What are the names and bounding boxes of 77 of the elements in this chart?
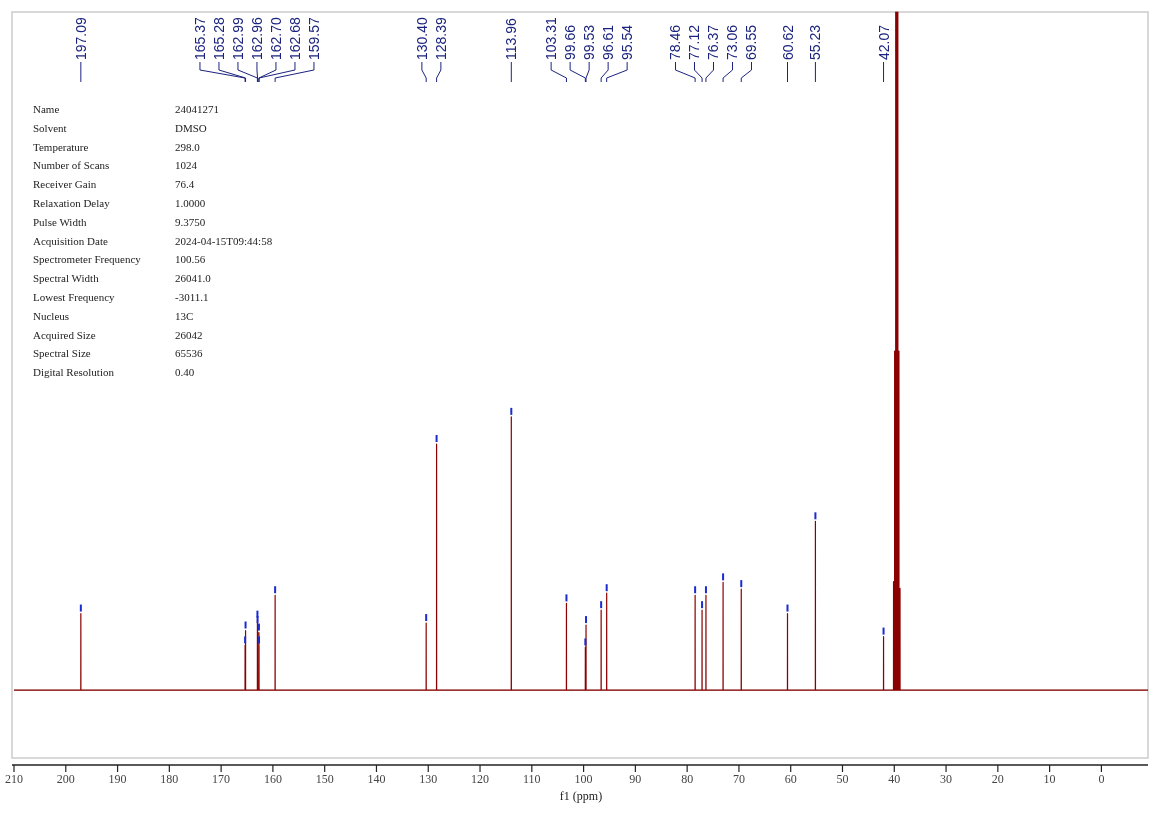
annotation: 1.0000 xyxy=(175,197,206,209)
annotation: 26041.0 xyxy=(175,272,212,285)
annotation: Spectrometer Frequency xyxy=(33,253,142,266)
annotation: 100.56 xyxy=(175,253,206,266)
x-tick-label: 0 xyxy=(1098,772,1105,786)
x-tick-label: 80 xyxy=(681,772,694,786)
annotation: 162.70 xyxy=(267,16,284,60)
x-tick-label: 190 xyxy=(108,772,127,786)
annotation: 162.96 xyxy=(248,16,265,60)
annotation: 2024-04-15T09:44:58 xyxy=(175,234,273,247)
annotation: 55.23 xyxy=(807,24,824,60)
x-tick-label: 180 xyxy=(160,772,179,786)
annotation: 26042 xyxy=(175,328,203,341)
annotation: 99.53 xyxy=(581,24,598,60)
annotation: -3011.1 xyxy=(175,291,209,303)
annotation: 73.06 xyxy=(724,24,741,60)
annotation: 69.55 xyxy=(743,24,760,60)
x-tick-label: 110 xyxy=(523,772,541,786)
annotation: Temperature xyxy=(33,140,89,153)
annotation: Name xyxy=(33,103,60,115)
annotation: Number of Scans xyxy=(33,159,110,172)
annotation: 60.62 xyxy=(779,24,796,60)
annotation: Lowest Frequency xyxy=(33,291,116,303)
annotation: Nucleus xyxy=(33,309,70,322)
annotation: Digital Resolution xyxy=(33,366,115,379)
annotation: Spectral Size xyxy=(33,347,91,360)
x-tick-label: 120 xyxy=(471,772,490,786)
x-tick-label: 130 xyxy=(419,772,438,786)
annotation: 162.99 xyxy=(229,16,246,60)
annotation: Receiver Gain xyxy=(33,178,97,191)
annotation: 13C xyxy=(175,309,194,322)
annotation: 130.40 xyxy=(413,16,430,60)
annotation: 76.4 xyxy=(175,178,195,191)
x-tick-label: 10 xyxy=(1043,772,1056,786)
annotation: 77.12 xyxy=(686,24,703,60)
x-tick-label: 150 xyxy=(315,772,334,786)
x-tick-label: 60 xyxy=(784,772,797,786)
x-tick-label: 30 xyxy=(940,772,953,786)
annotation: Solvent xyxy=(33,121,67,134)
annotation: 103.31 xyxy=(543,16,560,60)
x-tick-label: 20 xyxy=(991,772,1004,786)
x-tick-label: 160 xyxy=(263,772,282,786)
annotation: Pulse Width xyxy=(33,215,87,228)
x-tick-label: 170 xyxy=(212,772,231,786)
annotation: 24041271 xyxy=(175,103,219,115)
annotation: 99.66 xyxy=(562,24,579,60)
annotation: 0.40 xyxy=(175,366,195,379)
annotation: 1024 xyxy=(175,159,198,172)
annotation: 9.3750 xyxy=(175,215,206,228)
annotation: Acquisition Date xyxy=(33,234,108,247)
annotation: 76.37 xyxy=(705,24,722,60)
x-axis-title: f1 (ppm) xyxy=(559,789,603,803)
x-tick-label: 100 xyxy=(574,772,593,786)
annotation: 42.07 xyxy=(875,24,892,60)
annotation: 165.28 xyxy=(210,16,227,60)
x-tick-label: 140 xyxy=(367,772,386,786)
annotation: 162.68 xyxy=(286,16,303,60)
annotation: 96.61 xyxy=(600,24,617,60)
annotation: 65536 xyxy=(175,347,203,360)
annotation: Spectral Width xyxy=(33,272,100,285)
annotation: 113.96 xyxy=(503,18,520,60)
annotation: DMSO xyxy=(175,121,207,134)
x-tick-label: 200 xyxy=(56,772,75,786)
x-tick-label: 210 xyxy=(5,772,23,786)
annotation: 197.09 xyxy=(72,16,89,60)
x-tick-label: 70 xyxy=(732,772,745,786)
annotation: 159.57 xyxy=(305,16,322,60)
annotation: 78.46 xyxy=(667,24,684,60)
annotation: 165.37 xyxy=(191,16,208,60)
annotation: 298.0 xyxy=(175,140,201,153)
x-tick-label: 50 xyxy=(836,772,849,786)
annotation: Relaxation Delay xyxy=(33,197,111,209)
x-tick-label: 90 xyxy=(629,772,642,786)
annotation: Acquired Size xyxy=(33,328,96,341)
annotation: 95.54 xyxy=(619,24,636,60)
x-tick-label: 40 xyxy=(888,772,901,786)
annotation: 128.39 xyxy=(432,16,449,60)
